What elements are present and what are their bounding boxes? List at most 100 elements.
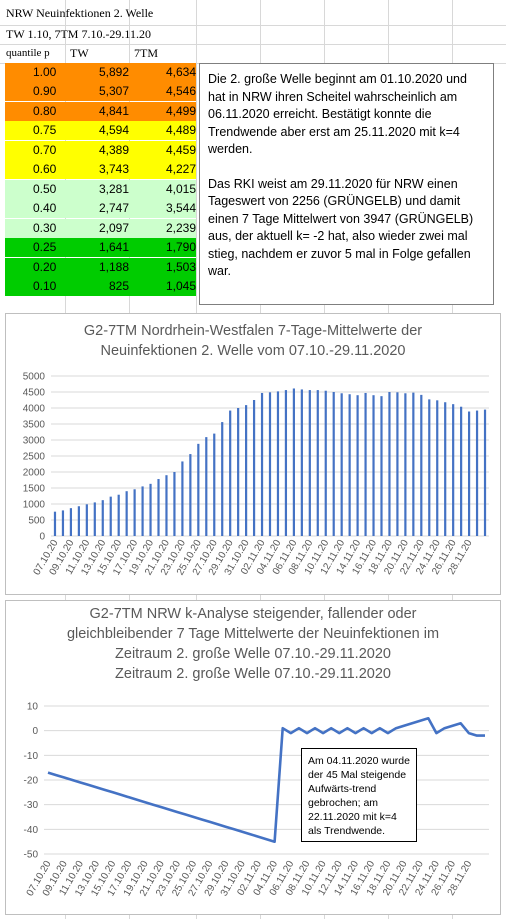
7tm-cell: 4,634	[165, 65, 196, 79]
line-chart-title-line-1: G2-7TM NRW k-Analyse steigender, fallend…	[89, 606, 417, 622]
bar	[396, 392, 399, 536]
7tm-cell: 4,499	[165, 103, 196, 118]
bar	[412, 392, 415, 536]
bar-chart[interactable]: G2-7TM Nordrhein-Westfalen 7-Tage-Mittel…	[5, 313, 501, 595]
sheet-subtitle[interactable]: TW 1.10, 7TM 7.10.-29.11.20	[6, 27, 151, 41]
tw-cell: 1,641	[98, 240, 129, 255]
note-paragraph-2: Das RKI weist am 29.11.2020 für NRW eine…	[208, 176, 474, 279]
sheet-title[interactable]: NRW Neuinfektionen 2. Welle	[6, 6, 154, 20]
tw-cell: 5,307	[98, 84, 129, 99]
bar	[276, 391, 280, 536]
tw-cell: 2,747	[98, 201, 129, 216]
7tm-cell: 1,045	[165, 278, 196, 293]
7tm-cell: 4,227	[165, 162, 196, 177]
table-row[interactable]: 0.20 1,188 1,503	[5, 257, 196, 277]
bar	[420, 394, 423, 536]
bar	[324, 390, 327, 536]
quantile-cell: 0.80	[33, 103, 57, 118]
table-row[interactable]: 0.30 2,097 2,239	[5, 218, 196, 238]
tw-cell: 3,743	[98, 162, 129, 177]
line-chart-plot: 100-10-20-30-40-5007.10.2009.10.2011.10.…	[24, 702, 489, 898]
bar	[308, 390, 311, 536]
bar	[197, 443, 200, 536]
line-chart-title-line-3: Zeitraum 2. große Welle 07.10.-29.11.202…	[115, 646, 391, 662]
bar-chart-plot: 0 500 1000 1500 2000 2500 3000 3500 4000 4500 5000…	[23, 372, 489, 577]
quantile-cell: 0.10	[33, 278, 57, 293]
bar	[213, 433, 216, 536]
table-row[interactable]: 0.75 4,594 4,489	[5, 121, 196, 141]
bar	[332, 392, 335, 536]
y-tick-label: 4500	[23, 388, 46, 399]
bar	[428, 399, 431, 536]
7tm-cell: 4,489	[165, 123, 196, 138]
table-row[interactable]: 0.90 5,307 4,546	[5, 82, 196, 102]
bar	[85, 504, 88, 536]
bar-chart-title-line-1: G2-7TM Nordrhein-Westfalen 7-Tage-Mittel…	[83, 323, 423, 339]
table-row[interactable]: 1.00 5,892 4,634	[5, 63, 196, 82]
7tm-cell: 3,544	[165, 201, 196, 216]
bar	[268, 392, 272, 536]
bar	[467, 411, 471, 536]
line-chart-annotation: Am 04.11.2020 wurde der 45 Mal steigende…	[301, 748, 417, 842]
table-row[interactable]: 0.50 3,281 4,015	[5, 179, 196, 199]
y-tick-label: -30	[24, 800, 39, 811]
bar	[173, 472, 176, 536]
note-paragraph-1: Die 2. große Welle beginnt am 01.10.2020…	[208, 72, 467, 156]
bar	[77, 506, 80, 536]
bar	[483, 409, 487, 536]
7tm-cell: 1,790	[165, 240, 196, 255]
table-row[interactable]: 0.10 825 1,045	[5, 276, 196, 296]
quantile-cell: 1.00	[33, 65, 57, 79]
table-row[interactable]: 0.80 4,841 4,499	[5, 101, 196, 121]
y-tick-label: 2000	[23, 468, 46, 479]
tw-cell: 4,841	[98, 103, 129, 118]
bar	[475, 410, 479, 536]
y-tick-label: -40	[24, 825, 39, 836]
bar	[149, 483, 152, 536]
y-tick-label: 4000	[23, 404, 46, 415]
bar	[133, 489, 136, 536]
7tm-cell: 2,239	[165, 220, 196, 235]
tw-cell: 4,594	[98, 123, 129, 138]
header-tw[interactable]: TW	[70, 46, 89, 60]
bar	[380, 396, 383, 536]
bar	[237, 408, 240, 536]
line-chart-title-line-4: Zeitraum 2. große Welle 07.10.-29.11.202…	[115, 666, 391, 682]
bar	[221, 422, 224, 536]
y-tick-label: 1000	[23, 500, 46, 511]
y-tick-label: 3000	[23, 436, 46, 447]
bar	[165, 475, 168, 536]
bar	[125, 491, 128, 536]
quantile-cell: 0.20	[33, 259, 57, 274]
header-7tm[interactable]: 7TM	[134, 46, 158, 60]
note-textbox[interactable]: Die 2. große Welle beginnt am 01.10.2020…	[199, 63, 494, 305]
bar	[260, 392, 264, 536]
bar	[444, 402, 447, 536]
7tm-cell: 4,459	[165, 142, 196, 157]
bar	[292, 388, 295, 536]
bar	[189, 454, 192, 536]
line-chart[interactable]: G2-7TM NRW k-Analyse steigender, fallend…	[5, 600, 501, 915]
quantile-cell: 0.90	[33, 84, 57, 99]
quantile-cell: 0.60	[33, 162, 57, 177]
7tm-cell: 1,503	[165, 259, 196, 274]
tw-cell: 4,389	[98, 142, 129, 157]
bar-chart-title-line-2: Neuinfektionen 2. Welle vom 07.10.-29.11…	[100, 343, 406, 359]
header-quantile[interactable]: quantile p	[6, 47, 50, 59]
table-row[interactable]: 0.40 2,747 3,544	[5, 199, 196, 219]
y-tick-label: 500	[28, 516, 45, 527]
bar	[93, 502, 96, 536]
y-tick-label: -20	[24, 776, 39, 787]
table-row[interactable]: 0.25 1,641 1,790	[5, 238, 196, 258]
bar	[340, 393, 343, 536]
tw-cell: 2,097	[98, 220, 129, 235]
series-line	[47, 717, 485, 843]
tw-cell: 3,281	[98, 181, 129, 196]
7tm-cell: 4,015	[165, 181, 196, 196]
quantile-cell: 0.50	[33, 181, 57, 196]
bar	[205, 437, 208, 536]
table-row[interactable]: 0.60 3,743 4,227	[5, 160, 196, 180]
bar	[284, 390, 288, 536]
table-row[interactable]: 0.70 4,389 4,459	[5, 140, 196, 160]
quantile-cell: 0.75	[33, 123, 57, 138]
